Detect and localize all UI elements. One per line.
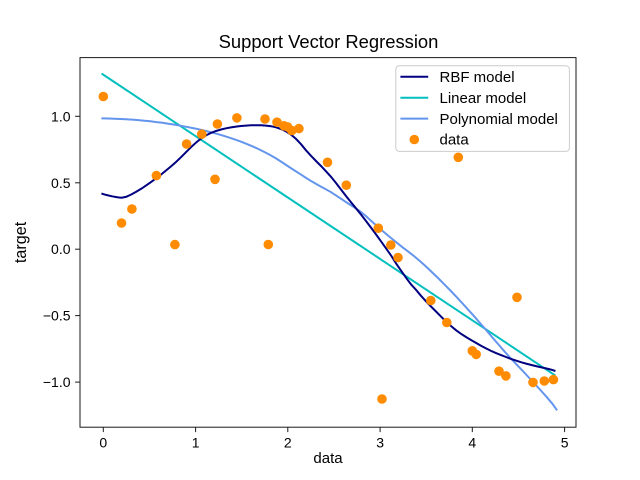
svg-text:1.0: 1.0 [51, 108, 71, 124]
svg-text:3: 3 [376, 435, 384, 451]
svg-text:Linear model: Linear model [440, 90, 527, 107]
svg-text:data: data [440, 132, 470, 149]
svg-text:−0.5: −0.5 [43, 308, 71, 324]
svg-text:0: 0 [99, 435, 107, 451]
svg-text:RBF model: RBF model [440, 69, 515, 86]
svg-text:0.5: 0.5 [51, 175, 71, 191]
svg-text:Support Vector Regression: Support Vector Regression [219, 31, 439, 52]
svg-text:data: data [313, 450, 343, 467]
svg-text:1: 1 [192, 435, 200, 451]
svg-text:4: 4 [468, 435, 476, 451]
svg-text:2: 2 [284, 435, 292, 451]
svg-text:−1.0: −1.0 [43, 374, 71, 390]
svg-text:Polynomial model: Polynomial model [440, 111, 558, 128]
svg-text:5: 5 [561, 435, 569, 451]
svg-text:target: target [12, 221, 30, 263]
svg-text:0.0: 0.0 [51, 241, 71, 257]
